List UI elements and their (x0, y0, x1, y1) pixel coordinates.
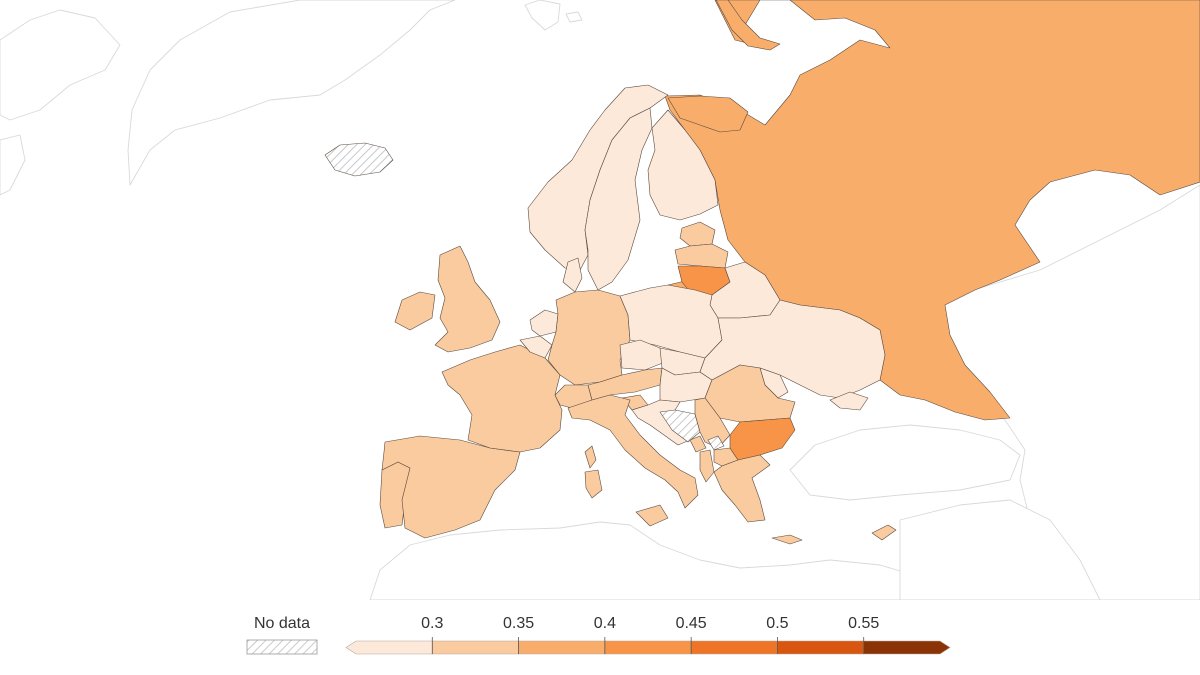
sweden-region (584, 107, 653, 291)
estonia-region (679, 221, 716, 247)
svalbard-small-outline (565, 11, 583, 23)
legend-tick-label: 0.4 (594, 615, 616, 632)
italy-region (567, 394, 699, 509)
legend-tick-labels: 0.3 0.35 0.4 0.45 0.5 0.55 (421, 615, 879, 654)
arctic-island-small (0, 134, 26, 196)
finland-region (647, 109, 719, 221)
spain-region (381, 435, 521, 539)
iceland-no-data (324, 142, 394, 177)
legend-tick-label: 0.35 (503, 615, 534, 632)
legend-tick-label: 0.55 (848, 615, 879, 632)
denmark-region (562, 257, 583, 293)
legend-tick-label: 0.3 (421, 615, 443, 632)
latvia-region (674, 243, 729, 269)
kosovo-no-data (707, 435, 725, 451)
no-data-label: No data (254, 615, 310, 632)
cyprus-region (871, 524, 897, 541)
legend-bin (863, 640, 951, 655)
svalbard-outline (524, 0, 561, 31)
france-region (441, 344, 563, 453)
sardinia-region (584, 469, 603, 499)
netherlands-region (529, 309, 559, 337)
legend-bin (345, 640, 433, 655)
legend-tick-label: 0.45 (676, 615, 707, 632)
corsica-region (584, 445, 597, 469)
no-data-swatch (246, 639, 318, 655)
legend-color-bins (345, 640, 951, 655)
bulgaria-region (729, 417, 796, 461)
montenegro-region (689, 435, 707, 453)
north-africa-outline (369, 521, 971, 600)
kola-peninsula-region (667, 95, 749, 133)
legend-bin (431, 640, 519, 655)
greece-region (713, 454, 771, 523)
ireland-region (394, 291, 436, 331)
albania-region (699, 449, 715, 483)
crimea-region (829, 391, 869, 411)
arctic-islands-outline (0, 9, 121, 121)
crete-region (771, 534, 803, 545)
greenland-outline (127, 0, 456, 186)
legend-bin (604, 640, 692, 655)
legend-bin (777, 640, 865, 655)
color-legend: No data 0.3 0.35 0.4 0.45 0.5 0.55 (246, 615, 951, 655)
uk-region (434, 245, 501, 353)
sicily-region (635, 504, 669, 527)
germany-region (547, 289, 631, 386)
legend-tick-label: 0.5 (766, 615, 788, 632)
belgium-region (519, 335, 553, 359)
legend-bin (690, 640, 778, 655)
europe-choropleth-map (0, 0, 1200, 600)
middle-east-outline (899, 499, 1101, 600)
turkey-outline (789, 424, 1021, 501)
legend-bin (518, 640, 606, 655)
novaya-zemlya-region (715, 0, 781, 51)
